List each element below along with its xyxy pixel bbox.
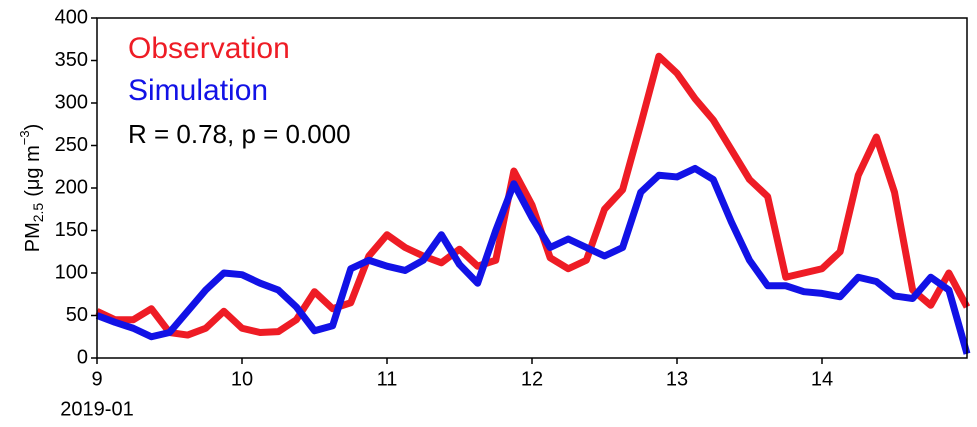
x-tick-label: 14	[811, 368, 833, 390]
y-tick-label: 250	[55, 134, 88, 156]
legend-entry: Observation	[128, 32, 290, 65]
x-tick-label: 13	[666, 368, 688, 390]
series-line	[95, 52, 971, 339]
series-line	[95, 164, 971, 355]
annotation: R = 0.78, p = 0.000	[128, 119, 351, 149]
x-tick-label: 10	[231, 368, 253, 390]
y-tick-label: 150	[55, 219, 88, 241]
legend-entry: Simulation	[128, 74, 268, 107]
plot-frame	[96, 17, 968, 359]
y-tick-label: 50	[66, 304, 88, 326]
y-axis-label: PM2.5(μg m−3)	[17, 124, 45, 253]
y-tick-label: 200	[55, 176, 88, 198]
y-tick-label: 0	[77, 346, 88, 368]
x-tick-label: 12	[521, 368, 543, 390]
x-axis-label: 2019-01	[60, 398, 133, 420]
x-tick-label: 11	[377, 368, 398, 390]
y-tick-label: 300	[55, 91, 88, 113]
x-tick-label: 9	[91, 368, 102, 390]
y-tick-label: 100	[55, 261, 88, 283]
y-tick-label: 350	[55, 49, 88, 71]
y-tick-label: 400	[55, 6, 88, 28]
